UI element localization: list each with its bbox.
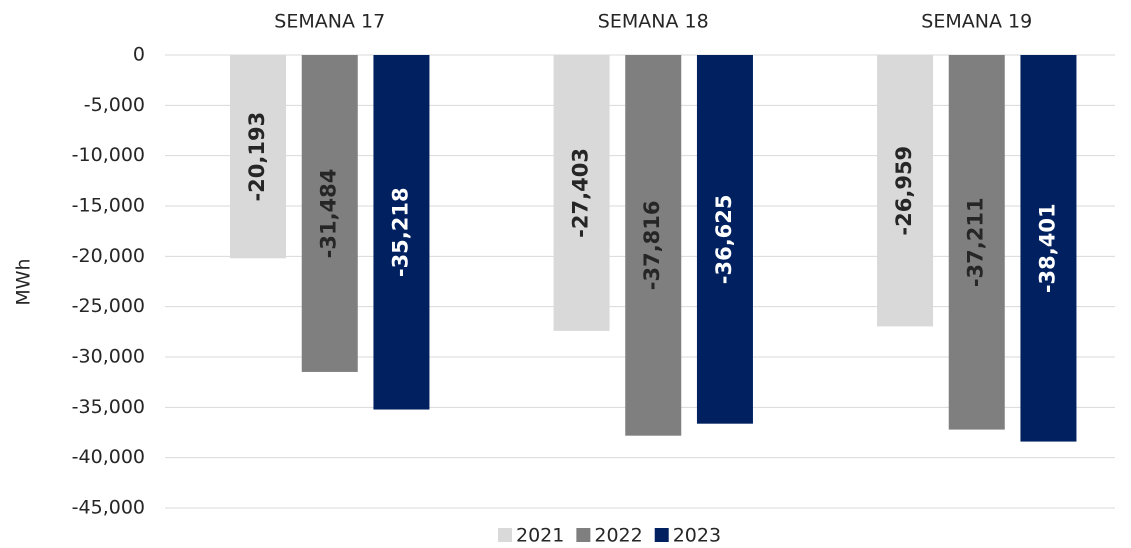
- bar: [625, 55, 682, 436]
- value-label: -31,484: [317, 169, 341, 259]
- bar: [373, 55, 430, 410]
- category-label: SEMANA 17: [274, 11, 385, 33]
- legend-label: 2022: [594, 525, 642, 547]
- y-tick-label: -20,000: [72, 245, 145, 267]
- value-label: -35,218: [388, 187, 412, 277]
- value-label: -27,403: [569, 148, 593, 238]
- bar: [948, 55, 1005, 430]
- value-label: -26,959: [892, 146, 916, 236]
- y-tick-label: -10,000: [72, 144, 145, 166]
- y-tick-label: -35,000: [72, 396, 145, 418]
- bar: [696, 55, 753, 424]
- value-label: -37,816: [640, 200, 664, 290]
- legend-swatch: [498, 528, 512, 542]
- y-tick-label: -40,000: [72, 446, 145, 468]
- y-tick-label: -45,000: [72, 497, 145, 519]
- bar: [553, 55, 610, 331]
- bar: [1020, 55, 1077, 442]
- legend-label: 2023: [673, 525, 721, 547]
- category-label: SEMANA 18: [598, 11, 709, 33]
- y-tick-label: -25,000: [72, 295, 145, 317]
- value-label: -38,401: [1035, 203, 1059, 293]
- y-tick-label: 0: [133, 44, 145, 66]
- value-label: -20,193: [245, 112, 269, 202]
- legend-swatch: [576, 528, 591, 542]
- legend-swatch: [654, 528, 669, 542]
- bar: [301, 55, 358, 372]
- y-tick-label: -30,000: [72, 346, 145, 368]
- y-tick-label: -15,000: [72, 195, 145, 217]
- y-tick-label: -5,000: [84, 94, 145, 116]
- value-label: -36,625: [712, 194, 736, 284]
- bar: [877, 55, 934, 327]
- category-label: SEMANA 19: [921, 11, 1032, 33]
- value-label: -37,211: [964, 197, 988, 287]
- y-axis-label: MWh: [13, 258, 35, 305]
- legend-label: 2021: [516, 525, 564, 547]
- bar: [230, 55, 287, 259]
